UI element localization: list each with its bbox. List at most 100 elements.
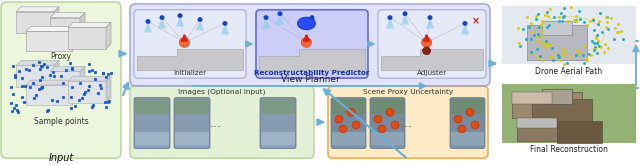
Text: Input: Input: [49, 153, 74, 163]
Circle shape: [178, 14, 182, 18]
Polygon shape: [80, 66, 85, 89]
Polygon shape: [50, 71, 80, 89]
Polygon shape: [72, 26, 77, 51]
Circle shape: [301, 37, 312, 47]
FancyBboxPatch shape: [451, 114, 484, 132]
Polygon shape: [16, 12, 54, 33]
Polygon shape: [401, 14, 409, 25]
Polygon shape: [517, 118, 557, 141]
Polygon shape: [527, 25, 587, 60]
Polygon shape: [54, 7, 59, 33]
Circle shape: [378, 125, 386, 133]
Polygon shape: [80, 13, 85, 35]
Circle shape: [388, 16, 392, 20]
Circle shape: [463, 21, 467, 26]
Text: Sample points: Sample points: [34, 117, 88, 126]
Circle shape: [422, 37, 431, 47]
FancyBboxPatch shape: [135, 132, 169, 146]
Text: ×: ×: [472, 16, 480, 27]
Polygon shape: [381, 49, 483, 70]
Polygon shape: [542, 20, 572, 35]
Circle shape: [422, 47, 431, 55]
Polygon shape: [68, 22, 111, 27]
Circle shape: [223, 21, 227, 26]
Polygon shape: [542, 89, 572, 103]
Polygon shape: [144, 21, 152, 33]
FancyBboxPatch shape: [332, 114, 365, 132]
Text: Adjuster: Adjuster: [417, 70, 447, 76]
Circle shape: [347, 108, 355, 116]
Polygon shape: [461, 23, 469, 34]
FancyBboxPatch shape: [175, 132, 209, 146]
Polygon shape: [68, 27, 106, 49]
Polygon shape: [517, 118, 557, 128]
Circle shape: [146, 19, 150, 24]
Polygon shape: [26, 85, 72, 104]
Polygon shape: [16, 7, 59, 12]
Circle shape: [310, 16, 314, 20]
FancyBboxPatch shape: [260, 98, 296, 148]
Polygon shape: [16, 66, 54, 87]
FancyBboxPatch shape: [451, 99, 484, 114]
Text: Images (Optional Input): Images (Optional Input): [179, 89, 266, 95]
Text: View Planner: View Planner: [280, 75, 339, 84]
Polygon shape: [106, 76, 111, 103]
Polygon shape: [72, 80, 77, 104]
Text: Reconstructability Predictor: Reconstructability Predictor: [254, 70, 370, 76]
Circle shape: [458, 125, 466, 133]
FancyBboxPatch shape: [175, 99, 209, 114]
Text: Initializer: Initializer: [173, 70, 207, 76]
Polygon shape: [308, 18, 316, 29]
FancyBboxPatch shape: [328, 86, 488, 158]
FancyBboxPatch shape: [134, 98, 170, 148]
FancyBboxPatch shape: [130, 4, 490, 86]
Circle shape: [160, 16, 164, 20]
Text: Proxy: Proxy: [51, 52, 72, 61]
FancyBboxPatch shape: [371, 99, 404, 114]
Polygon shape: [502, 6, 636, 65]
Polygon shape: [276, 14, 284, 25]
FancyBboxPatch shape: [261, 114, 295, 132]
FancyBboxPatch shape: [261, 99, 295, 114]
Polygon shape: [426, 18, 434, 29]
Polygon shape: [512, 92, 552, 103]
FancyBboxPatch shape: [450, 98, 485, 148]
Text: Scene Proxy Uncertainty: Scene Proxy Uncertainty: [363, 89, 453, 95]
Polygon shape: [68, 76, 111, 81]
FancyBboxPatch shape: [378, 10, 486, 78]
Circle shape: [386, 108, 394, 116]
Circle shape: [198, 17, 202, 22]
Polygon shape: [176, 16, 184, 27]
Polygon shape: [259, 49, 365, 70]
Polygon shape: [221, 23, 229, 34]
Circle shape: [179, 37, 189, 47]
FancyBboxPatch shape: [332, 132, 365, 146]
Polygon shape: [50, 13, 85, 18]
Text: ...: ...: [210, 116, 222, 130]
FancyBboxPatch shape: [134, 10, 246, 78]
Polygon shape: [502, 84, 636, 143]
Polygon shape: [16, 61, 59, 66]
Polygon shape: [50, 18, 80, 35]
Circle shape: [264, 16, 268, 20]
Circle shape: [471, 121, 479, 129]
Polygon shape: [26, 80, 77, 85]
Circle shape: [428, 16, 432, 20]
Polygon shape: [557, 121, 602, 143]
FancyBboxPatch shape: [174, 98, 210, 148]
Circle shape: [335, 115, 343, 123]
Circle shape: [352, 121, 360, 129]
Circle shape: [403, 12, 407, 16]
Polygon shape: [262, 18, 270, 29]
Polygon shape: [50, 66, 85, 71]
Circle shape: [466, 108, 474, 116]
FancyBboxPatch shape: [256, 10, 368, 78]
Circle shape: [454, 115, 462, 123]
FancyBboxPatch shape: [371, 132, 404, 146]
Polygon shape: [26, 26, 77, 31]
Polygon shape: [106, 22, 111, 49]
FancyBboxPatch shape: [370, 98, 405, 148]
Text: Final Reconstruction: Final Reconstruction: [530, 145, 608, 154]
Ellipse shape: [298, 17, 316, 30]
Polygon shape: [532, 99, 592, 133]
